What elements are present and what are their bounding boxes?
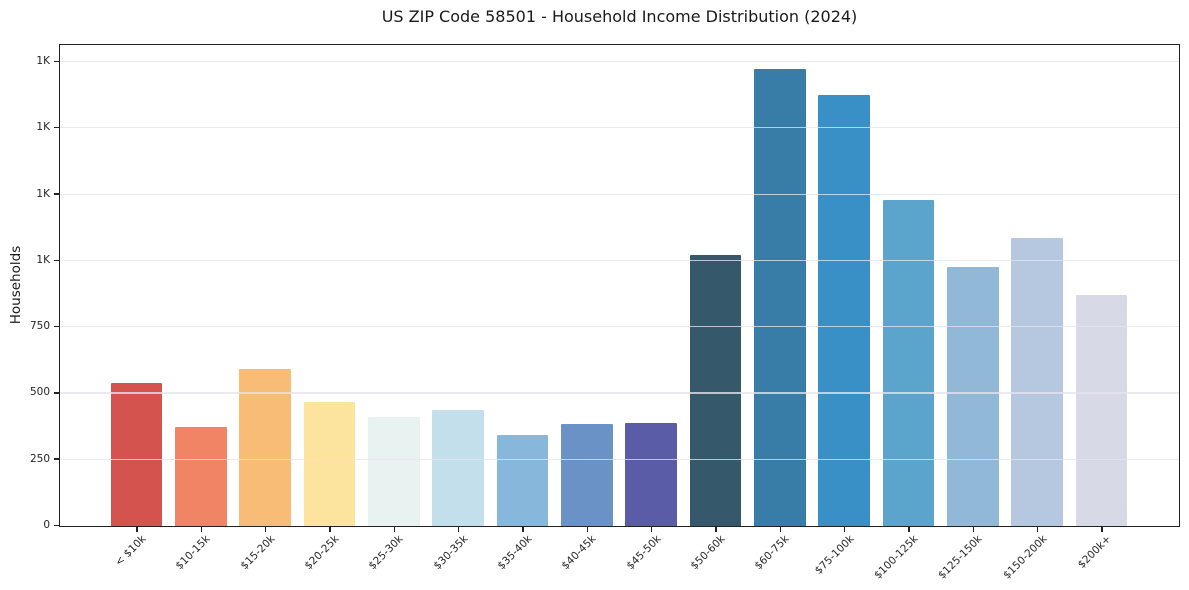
bar bbox=[432, 410, 484, 526]
y-tick-mark bbox=[54, 458, 59, 460]
x-tick-label: $35-40k bbox=[495, 533, 535, 573]
x-tick-mark bbox=[457, 527, 460, 532]
x-tick-mark bbox=[843, 527, 846, 532]
gridline bbox=[60, 392, 1179, 394]
x-tick-mark bbox=[972, 527, 975, 532]
gridline bbox=[60, 60, 1179, 63]
x-tick-mark bbox=[779, 527, 782, 532]
x-tick-label: $125-150k bbox=[936, 533, 985, 582]
y-tick-mark bbox=[54, 259, 59, 262]
gridline bbox=[60, 326, 1179, 328]
bar bbox=[818, 94, 870, 526]
x-tick-mark bbox=[1036, 527, 1039, 532]
bar bbox=[110, 382, 163, 526]
bar bbox=[561, 424, 613, 526]
x-tick-mark bbox=[522, 527, 524, 532]
chart-title: US ZIP Code 58501 - Household Income Dis… bbox=[381, 7, 858, 26]
gridlines-container bbox=[60, 45, 1179, 526]
x-tick-mark bbox=[908, 527, 910, 532]
y-tick-mark bbox=[54, 392, 59, 394]
bar bbox=[689, 254, 742, 526]
y-tick-label: 1K bbox=[36, 54, 50, 67]
y-tick-label: 1K bbox=[36, 121, 50, 134]
y-tick-label: 1K bbox=[36, 187, 50, 200]
bar bbox=[947, 267, 999, 526]
bar bbox=[625, 422, 677, 526]
gridline bbox=[60, 259, 1179, 261]
x-tick-mark bbox=[586, 527, 589, 532]
x-tick-mark bbox=[329, 527, 331, 532]
x-tick-mark bbox=[1101, 527, 1103, 532]
y-tick-label: 1K bbox=[36, 253, 50, 266]
gridline bbox=[60, 458, 1179, 460]
x-tick-label: $10-15k bbox=[173, 533, 213, 573]
bar bbox=[1011, 238, 1063, 526]
x-tick-mark bbox=[136, 527, 138, 532]
bar bbox=[496, 434, 549, 526]
bar bbox=[239, 369, 291, 526]
x-tick-label: $100-125k bbox=[871, 533, 921, 582]
bar bbox=[303, 401, 356, 526]
x-tick-mark bbox=[715, 527, 717, 532]
y-tick-label: 250 bbox=[29, 452, 50, 465]
y-tick-mark bbox=[54, 524, 59, 527]
plot-area bbox=[59, 44, 1180, 527]
y-tick-label: 500 bbox=[29, 386, 50, 399]
y-tick-mark bbox=[54, 193, 59, 195]
bar bbox=[754, 69, 806, 526]
x-tick-mark bbox=[200, 527, 203, 532]
x-tick-mark bbox=[264, 527, 267, 532]
y-tick-label: 0 bbox=[43, 519, 50, 531]
gridline bbox=[60, 127, 1179, 129]
y-tick-mark bbox=[54, 325, 59, 328]
x-tick-mark bbox=[393, 527, 396, 532]
bar bbox=[1075, 295, 1128, 526]
y-axis-label: Households bbox=[8, 245, 24, 325]
bar bbox=[368, 417, 420, 526]
x-tick-label: $200k+ bbox=[1075, 533, 1114, 571]
bars-container bbox=[60, 45, 1179, 526]
x-tick-mark bbox=[650, 527, 653, 532]
x-tick-label: $40-45k bbox=[559, 533, 599, 573]
x-tick-label: $50-60k bbox=[688, 533, 728, 573]
x-tick-label: < $10k bbox=[113, 533, 149, 569]
x-tick-label: $25-30k bbox=[366, 533, 406, 573]
x-tick-label: $60-75k bbox=[752, 533, 792, 573]
y-tick-label: 750 bbox=[29, 320, 50, 333]
y-tick-mark bbox=[54, 60, 59, 63]
bar bbox=[882, 199, 935, 526]
gridline bbox=[60, 193, 1179, 195]
y-tick-mark bbox=[54, 126, 59, 129]
bar bbox=[175, 426, 227, 526]
x-tick-label: $20-25k bbox=[302, 533, 342, 573]
